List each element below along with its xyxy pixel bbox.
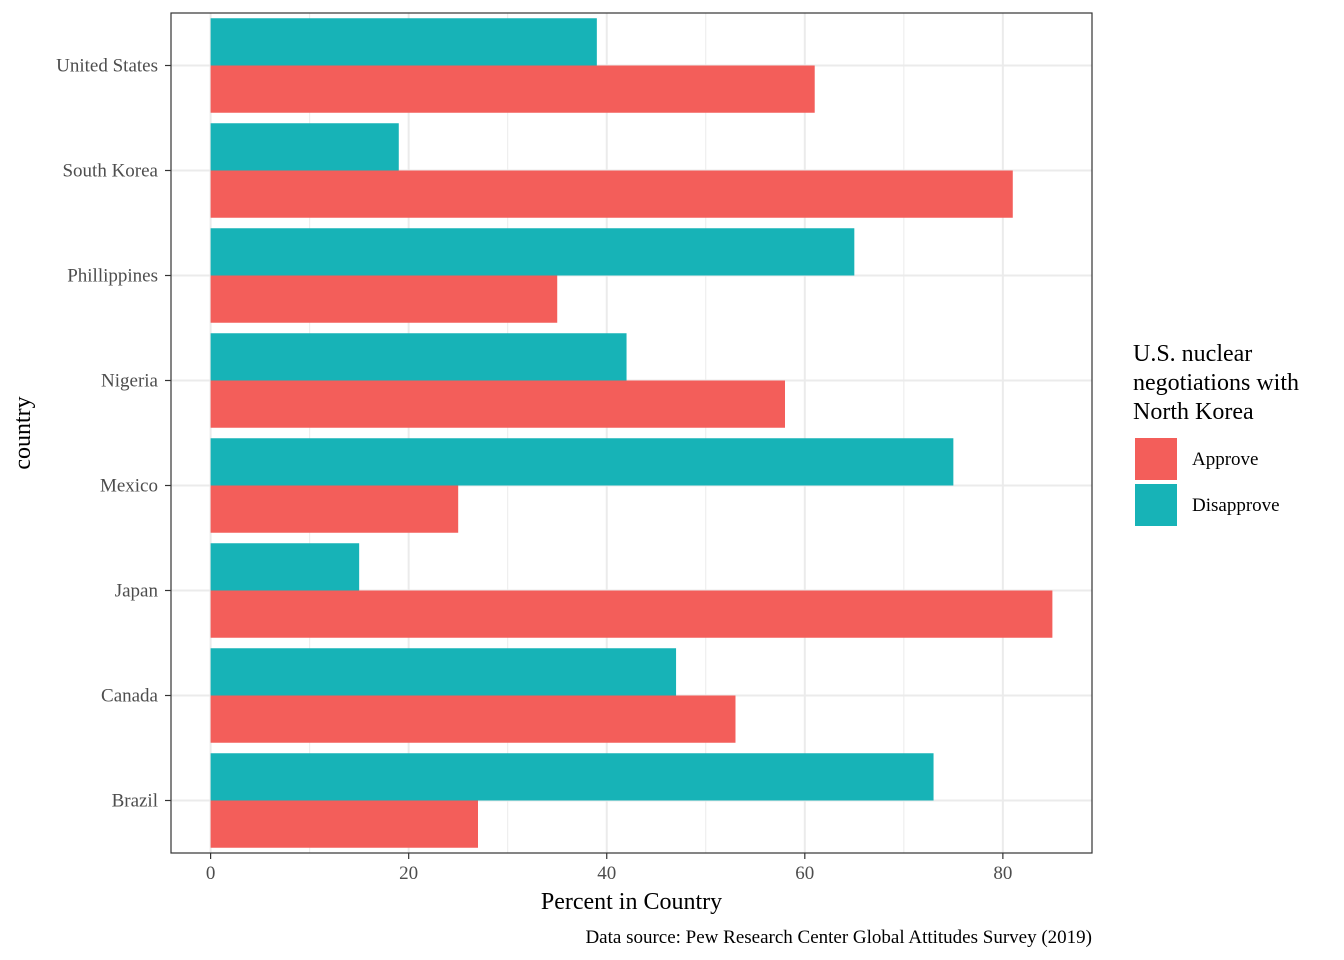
y-tick-label: Mexico [100,476,158,497]
y-tick-label: Phillippines [67,266,158,287]
y-tick-label: Nigeria [101,371,159,392]
legend-label-disapprove: Disapprove [1192,495,1280,516]
y-tick-label: Brazil [112,791,158,812]
bar-approve-mexico [210,485,459,533]
bar-approve-united-states [210,65,815,113]
bar-approve-brazil [210,800,478,848]
bar-disapprove-phillippines [210,228,855,276]
y-tick-label: Canada [101,686,159,707]
x-tick-label: 0 [206,863,216,884]
caption: Data source: Pew Research Center Global … [585,927,1092,948]
y-tick-label: Japan [115,581,159,602]
legend-title-line-3: North Korea [1133,399,1254,425]
x-tick-label: 80 [993,863,1012,884]
bar-disapprove-brazil [210,753,934,801]
bar-approve-japan [210,590,1053,638]
bar-disapprove-south-korea [210,123,399,171]
bar-approve-canada [210,695,736,743]
y-tick-label: United States [56,56,158,77]
x-tick-label: 20 [399,863,418,884]
bar-disapprove-mexico [210,438,954,486]
x-axis: 0 20 40 60 80 [206,853,1012,884]
y-axis-title: country [10,396,36,469]
x-tick-label: 60 [795,863,814,884]
x-axis-title: Percent in Country [541,889,722,915]
y-tick-label: South Korea [62,161,158,182]
legend: U.S. nuclear negotiations with North Kor… [1133,341,1299,526]
bar-approve-phillippines [210,275,558,323]
legend-key-disapprove [1135,484,1177,526]
panel-border [170,12,1093,854]
bars [210,18,1053,848]
legend-title-line-2: negotiations with [1133,370,1299,396]
x-tick-label: 40 [597,863,616,884]
legend-label-approve: Approve [1192,449,1258,470]
bar-approve-south-korea [210,170,1013,218]
bar-disapprove-united-states [210,18,597,66]
bar-disapprove-canada [210,648,677,696]
y-axis: Brazil Canada Japan Mexico Nigeria Phillippin… [56,56,171,812]
bar-approve-nigeria [210,380,785,428]
bar-disapprove-nigeria [210,333,627,381]
bar-disapprove-japan [210,543,360,591]
legend-key-approve [1135,438,1177,480]
legend-title-line-1: U.S. nuclear [1133,341,1252,367]
